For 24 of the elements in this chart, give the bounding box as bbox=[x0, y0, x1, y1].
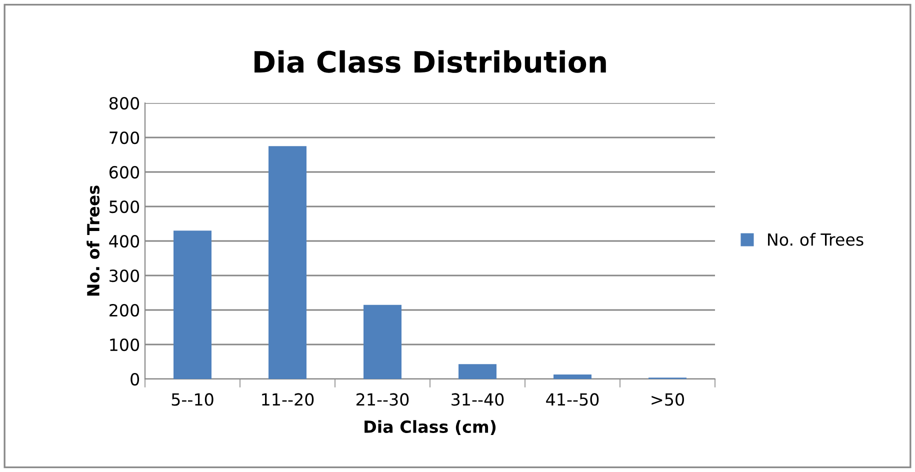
bar bbox=[268, 146, 306, 379]
x-tick-label: >50 bbox=[652, 393, 684, 406]
bar bbox=[458, 364, 496, 379]
y-tick-label: 300 bbox=[110, 269, 140, 282]
x-tick-label: 21--30 bbox=[356, 393, 409, 406]
x-tick-label: 41--50 bbox=[546, 393, 599, 406]
bar bbox=[174, 230, 212, 379]
x-axis-title: Dia Class (cm) bbox=[364, 420, 496, 435]
chart-title: Dia Class Distribution bbox=[254, 50, 606, 73]
bar bbox=[554, 374, 592, 379]
y-tick-label: 600 bbox=[109, 166, 140, 179]
y-tick-label: 400 bbox=[109, 234, 140, 248]
y-tick-label: 200 bbox=[110, 304, 140, 317]
y-tick-label: 700 bbox=[110, 131, 140, 144]
legend-label: No. of Trees bbox=[768, 232, 864, 246]
y-tick-label: 100 bbox=[110, 338, 140, 352]
y-tick-label: 800 bbox=[109, 96, 140, 110]
y-tick-label: 0 bbox=[130, 372, 140, 386]
y-axis-title: No. of Trees bbox=[86, 186, 100, 296]
y-tick-label: 500 bbox=[110, 200, 140, 214]
bar bbox=[364, 304, 402, 379]
x-tick-label: 31--40 bbox=[452, 393, 504, 406]
x-tick-label: 11--20 bbox=[262, 393, 314, 406]
x-tick-label: 5--10 bbox=[172, 393, 214, 406]
